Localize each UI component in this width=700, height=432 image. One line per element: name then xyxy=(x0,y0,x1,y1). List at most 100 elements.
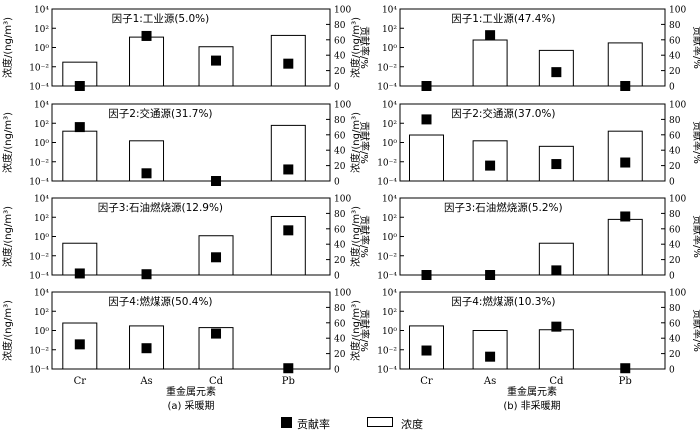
right-tick-label: 40 xyxy=(669,241,681,251)
right-tick-label: 40 xyxy=(669,52,681,62)
contribution-marker xyxy=(211,328,222,339)
y-axis-label-right: 贡献率/% xyxy=(358,121,371,164)
right-tick-label: 60 xyxy=(669,36,681,46)
contribution-marker xyxy=(141,30,152,41)
left-tick-label: 10⁻² xyxy=(377,252,397,262)
left-tick-label: 10⁴ xyxy=(34,6,49,16)
y-axis-label-left: 浓度/(ng/m³) xyxy=(349,17,362,78)
contribution-marker xyxy=(485,270,496,280)
right-tick-label: 80 xyxy=(669,210,681,220)
contribution-marker xyxy=(283,58,294,69)
y-axis-label-right: 贡献率/% xyxy=(691,309,700,352)
left-tick-label: 10⁻² xyxy=(377,158,397,168)
right-tick-label: 40 xyxy=(334,241,346,251)
right-tick-label: 40 xyxy=(334,335,346,345)
legend-contribution-marker xyxy=(281,417,292,428)
left-tick-label: 10⁻⁴ xyxy=(377,272,397,282)
left-tick-label: 10⁰ xyxy=(382,233,397,243)
right-tick-label: 60 xyxy=(669,225,681,235)
left-tick-label: 10² xyxy=(382,120,397,130)
left-tick-label: 10⁴ xyxy=(382,6,397,16)
contribution-marker xyxy=(421,81,432,91)
y-axis-label-right: 贡献率/% xyxy=(358,309,371,352)
concentration-bar xyxy=(62,130,98,182)
concentration-bar xyxy=(607,42,643,87)
contribution-marker xyxy=(283,164,294,175)
y-axis-label-left: 浓度/(ng/m³) xyxy=(1,206,14,267)
panel-title: 因子3:石油燃烧源(5.2%) xyxy=(444,201,563,214)
panel-title: 因子1:工业源(5.0%) xyxy=(112,12,210,25)
contribution-marker xyxy=(551,321,562,332)
legend-concentration-marker xyxy=(367,417,393,427)
right-tick-label: 20 xyxy=(334,256,346,266)
right-tick-label: 40 xyxy=(669,335,681,345)
left-tick-label: 10⁰ xyxy=(382,44,397,54)
contribution-marker xyxy=(211,55,222,66)
concentration-bar xyxy=(472,330,508,370)
left-tick-label: 10² xyxy=(34,25,49,35)
right-tick-label: 0 xyxy=(334,178,340,188)
left-tick-label: 10⁻⁴ xyxy=(29,272,49,282)
left-tick-label: 10⁻² xyxy=(29,252,49,262)
y-axis-label-left: 浓度/(ng/m³) xyxy=(1,300,14,361)
left-tick-label: 10⁻² xyxy=(377,63,397,73)
contribution-marker xyxy=(620,363,631,374)
left-tick-label: 10⁻² xyxy=(29,63,49,73)
panel-title: 因子2:交通源(31.7%) xyxy=(108,107,212,120)
right-tick-label: 100 xyxy=(334,289,351,299)
contribution-marker xyxy=(620,211,631,222)
legend-concentration: 浓度 xyxy=(367,416,457,431)
left-tick-label: 10² xyxy=(34,214,49,224)
right-tick-label: 0 xyxy=(669,366,675,376)
left-tick-label: 10⁻² xyxy=(29,158,49,168)
right-tick-label: 0 xyxy=(669,83,675,93)
category-label: Pb xyxy=(282,376,295,387)
right-tick-label: 100 xyxy=(669,6,686,16)
y-axis-label-left: 浓度/(ng/m³) xyxy=(1,112,14,173)
right-tick-label: 80 xyxy=(334,210,346,220)
left-tick-label: 10⁻⁴ xyxy=(29,83,49,93)
category-label: Cd xyxy=(209,376,224,387)
y-axis-label-left: 浓度/(ng/m³) xyxy=(349,112,362,173)
right-tick-label: 0 xyxy=(669,272,675,282)
panel-title: 因子4:燃煤源(10.3%) xyxy=(451,295,555,308)
left-tick-label: 10⁻⁴ xyxy=(377,178,397,188)
right-tick-label: 100 xyxy=(334,195,351,205)
left-tick-label: 10⁻² xyxy=(29,346,49,356)
legend-contribution: 贡献率 xyxy=(281,416,371,431)
right-tick-label: 100 xyxy=(334,101,351,111)
contribution-marker xyxy=(485,160,496,171)
panel-title: 因子1:工业源(47.4%) xyxy=(451,12,555,25)
x-axis-label: 重金属元素 xyxy=(166,385,216,398)
left-tick-label: 10⁴ xyxy=(382,289,397,299)
right-tick-label: 100 xyxy=(669,195,686,205)
panel-title: 因子3:石油燃烧源(12.9%) xyxy=(98,201,223,214)
contribution-marker xyxy=(620,157,631,168)
subplot-caption: (b) 非采暖期 xyxy=(503,399,560,412)
concentration-bar xyxy=(198,46,234,87)
right-tick-label: 20 xyxy=(669,67,681,77)
concentration-bar xyxy=(472,39,508,87)
right-tick-label: 60 xyxy=(334,36,346,46)
concentration-bar xyxy=(607,130,643,182)
right-tick-label: 0 xyxy=(334,272,340,282)
right-tick-label: 40 xyxy=(334,52,346,62)
left-tick-label: 10⁰ xyxy=(34,139,49,149)
left-tick-label: 10² xyxy=(382,25,397,35)
right-tick-label: 80 xyxy=(669,116,681,126)
right-tick-label: 20 xyxy=(334,350,346,360)
right-tick-label: 0 xyxy=(334,366,340,376)
legend-contribution-label: 贡献率 xyxy=(297,418,330,431)
contribution-marker xyxy=(74,339,85,350)
contribution-marker xyxy=(421,270,432,280)
right-tick-label: 80 xyxy=(334,116,346,126)
left-tick-label: 10² xyxy=(34,308,49,318)
left-tick-label: 10⁰ xyxy=(34,233,49,243)
right-tick-label: 0 xyxy=(669,178,675,188)
left-tick-label: 10⁰ xyxy=(34,327,49,337)
category-label: Cr xyxy=(420,376,433,387)
contribution-marker xyxy=(485,351,496,362)
contribution-marker xyxy=(211,176,222,186)
right-tick-label: 20 xyxy=(669,350,681,360)
contribution-marker xyxy=(211,252,222,263)
